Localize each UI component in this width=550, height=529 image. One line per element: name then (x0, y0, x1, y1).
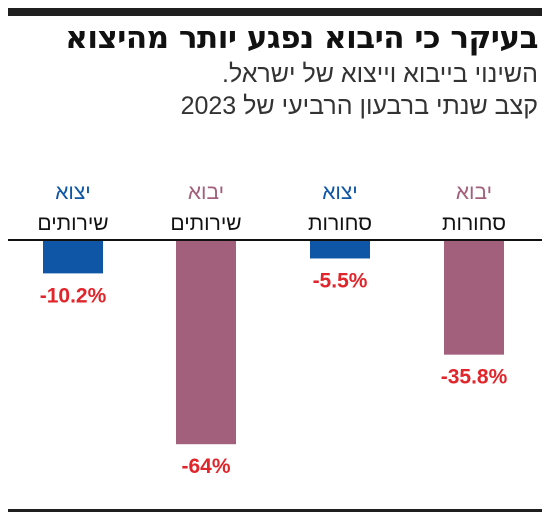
bar-1 (310, 241, 370, 259)
category-label-0: סחורות (442, 212, 506, 235)
bar-3 (43, 241, 103, 274)
chart-subtitle-period: קצב שנתי ברבעון הרביעי של 2023 (180, 92, 538, 120)
category-series-label-1: יצוא (322, 181, 358, 204)
bar-2 (176, 241, 236, 445)
bar-0 (444, 241, 504, 355)
category-series-label-0: יבוא (456, 181, 492, 204)
data-label-1: -5.5% (313, 269, 368, 292)
category-label-3: שירותים (37, 212, 108, 235)
bottom-rule (8, 509, 542, 512)
category-label-2: שירותים (170, 212, 241, 235)
category-series-label-3: יצוא (55, 181, 91, 204)
data-label-3: -10.2% (40, 284, 107, 307)
chart-title: בעיקר כי היבוא נפגע יותר מהיצוא (65, 20, 538, 56)
category-label-1: סחורות (308, 212, 372, 235)
top-rule (8, 8, 542, 16)
data-label-2: -64% (181, 455, 230, 478)
category-series-label-2: יבוא (188, 181, 224, 204)
chart-subtitle: השינוי בייבוא וייצוא של ישראל. (222, 60, 538, 88)
data-label-0: -35.8% (441, 366, 508, 389)
